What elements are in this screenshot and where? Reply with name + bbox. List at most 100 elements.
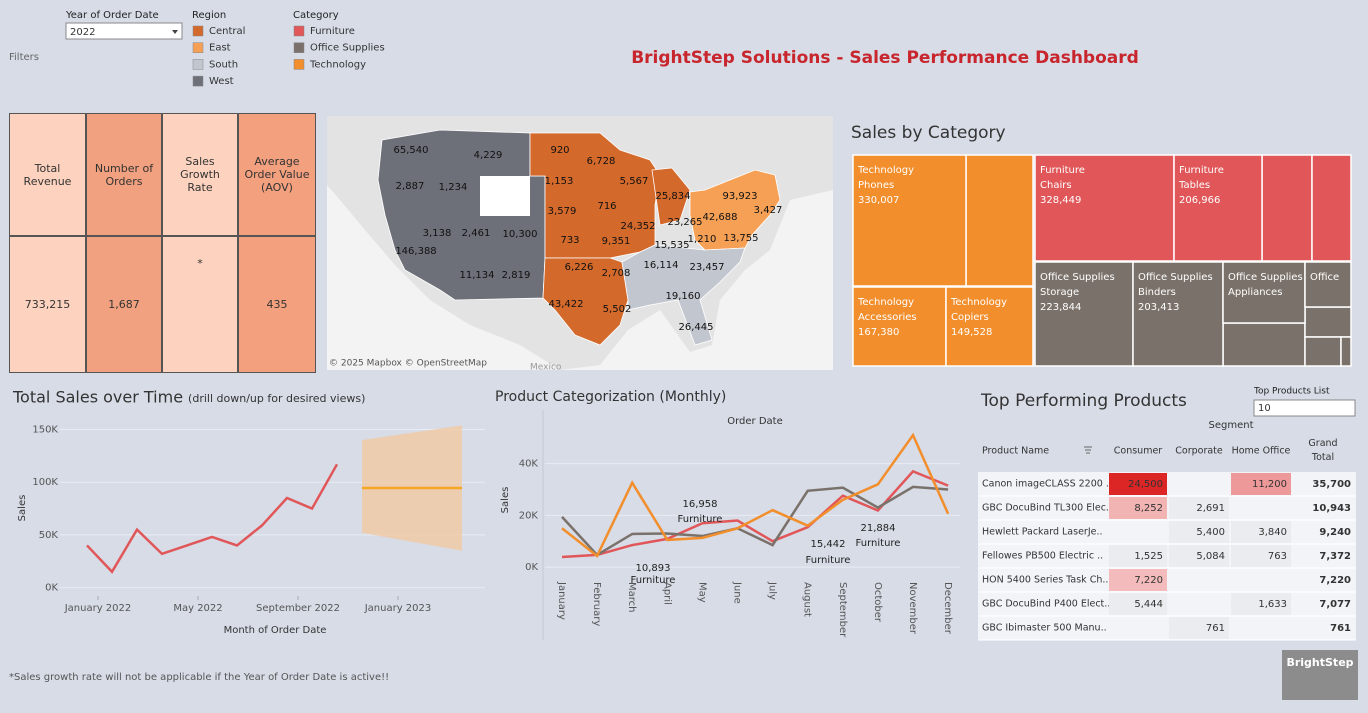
- map-label: 716: [597, 201, 616, 212]
- map-label: 10,300: [503, 229, 538, 240]
- chart-title: Total Sales over Time: [12, 388, 183, 407]
- treemap-tile: [1311, 154, 1352, 262]
- map-label: 15,535: [655, 240, 690, 251]
- x-tick-label: December: [942, 582, 953, 635]
- map-label: 2,708: [602, 268, 631, 279]
- filters-label: Filters: [9, 52, 39, 63]
- y-tick-label: 0K: [525, 562, 538, 573]
- treemap-label: 328,449: [1040, 195, 1081, 206]
- y-tick-label: 50K: [39, 530, 59, 541]
- x-tick-label: April: [661, 582, 672, 605]
- y-tick-label: 40K: [519, 459, 539, 470]
- x-tick-label: August: [802, 582, 813, 617]
- filter-label: Year of Order Date: [65, 10, 159, 21]
- map-label: 4,229: [474, 150, 503, 161]
- sales-line: [86, 463, 339, 574]
- heat-cell: [1169, 521, 1229, 543]
- column-header: Consumer: [1114, 446, 1163, 457]
- cell-value: 8,252: [1134, 503, 1163, 514]
- product-name: Fellowes PB500 Electric ..: [982, 551, 1103, 562]
- map-region: [689, 169, 781, 251]
- x-axis-label: Month of Order Date: [224, 625, 327, 636]
- treemap-label: Storage: [1040, 287, 1079, 298]
- map-label: 2,819: [502, 270, 531, 281]
- map-label: 3,427: [754, 205, 783, 216]
- legend-label: South: [209, 59, 238, 70]
- heat-cell: [1169, 497, 1229, 519]
- map-label: 16,114: [644, 260, 679, 271]
- control-label: Top Products List: [1253, 387, 1330, 397]
- legend-label: Technology: [309, 59, 366, 70]
- annotation-name: Furniture: [806, 555, 851, 566]
- y-tick-label: 20K: [519, 510, 539, 521]
- treemap-label: Chairs: [1040, 180, 1072, 191]
- map-label: 146,388: [395, 246, 436, 257]
- treemap-tile: [1132, 261, 1224, 367]
- kpi-value: 733,215: [9, 236, 86, 373]
- cell-value: 2,691: [1196, 503, 1225, 514]
- kpi-value: 435: [238, 236, 316, 373]
- treemap-tile: [1261, 154, 1313, 262]
- column-header: Product Name: [982, 446, 1049, 457]
- map-no-data: [480, 176, 530, 216]
- cell-value: 1,633: [1258, 599, 1287, 610]
- kpi-header: Total Revenue: [9, 113, 86, 236]
- treemap-label: 330,007: [858, 195, 899, 206]
- annotation-value: 10,893: [636, 563, 671, 574]
- map-label: 2,887: [396, 181, 425, 192]
- map-label: 733: [560, 235, 579, 246]
- treemap-tile: [852, 154, 967, 287]
- year-value: 2022: [70, 27, 95, 38]
- legend-swatch: [192, 75, 204, 87]
- year-dropdown[interactable]: [65, 22, 183, 40]
- cell-value: 3,840: [1258, 527, 1287, 538]
- map-region: [621, 244, 746, 346]
- series-line: [561, 485, 949, 557]
- product-name: GBC DocuBind P400 Elect..: [982, 599, 1110, 610]
- heat-cell: [1109, 497, 1167, 519]
- heat-cell: [1109, 473, 1167, 495]
- column-header: Order Date: [727, 416, 783, 427]
- segment-label: Segment: [1209, 420, 1254, 431]
- treemap-label: Office Supplies: [1138, 272, 1213, 283]
- product-name: GBC Ibimaster 500 Manu..: [982, 623, 1107, 634]
- map-label: 25,834: [656, 191, 691, 202]
- x-tick-label: June: [732, 581, 743, 604]
- map-label: 5,567: [620, 176, 649, 187]
- logo-text: BrightStep: [1286, 656, 1353, 669]
- map-region: [651, 167, 691, 226]
- map-label: 26,445: [679, 322, 714, 333]
- x-tick-label: March: [626, 582, 637, 612]
- map-region: [542, 257, 629, 346]
- map-label: 43,422: [549, 299, 584, 310]
- map-country: Mexico: [530, 363, 562, 373]
- y-axis-label: Sales: [17, 495, 28, 522]
- heat-cell: [1169, 617, 1229, 639]
- map-credit: © 2025 Mapbox © OpenStreetMap: [329, 359, 487, 369]
- cell-value: 761: [1206, 623, 1225, 634]
- product-name: Hewlett Packard LaserJe..: [982, 527, 1103, 538]
- product-name: Canon imageCLASS 2200 ..: [982, 479, 1112, 490]
- kpi-value: 1,687: [86, 236, 162, 373]
- grand-total: 35,700: [1312, 479, 1351, 490]
- product-name: GBC DocuBind TL300 Elec..: [982, 503, 1112, 514]
- top-n-input[interactable]: [1253, 399, 1356, 417]
- cell-value: 7,220: [1134, 575, 1163, 586]
- treemap-tile: [1340, 336, 1352, 367]
- dropdown-arrow: [172, 30, 178, 34]
- annotation-value: 15,442: [811, 539, 846, 550]
- map-label: 11,134: [460, 270, 495, 281]
- kpi-header: Sales Growth Rate: [162, 113, 238, 236]
- map-label: 19,160: [666, 291, 701, 302]
- cell-value: 24,500: [1128, 479, 1163, 490]
- map-label: 1,234: [439, 182, 468, 193]
- treemap-label: 206,966: [1179, 195, 1220, 206]
- treemap-label: Tables: [1178, 180, 1210, 191]
- treemap-label: Office: [1310, 272, 1339, 283]
- footnote: *Sales growth rate will not be applicabl…: [9, 672, 389, 683]
- map-label: 42,688: [703, 212, 738, 223]
- heat-cell: [1231, 593, 1291, 615]
- cell-value: 1,525: [1134, 551, 1163, 562]
- heat-cell: [1169, 545, 1229, 567]
- product-name: HON 5400 Series Task Ch..: [982, 575, 1108, 586]
